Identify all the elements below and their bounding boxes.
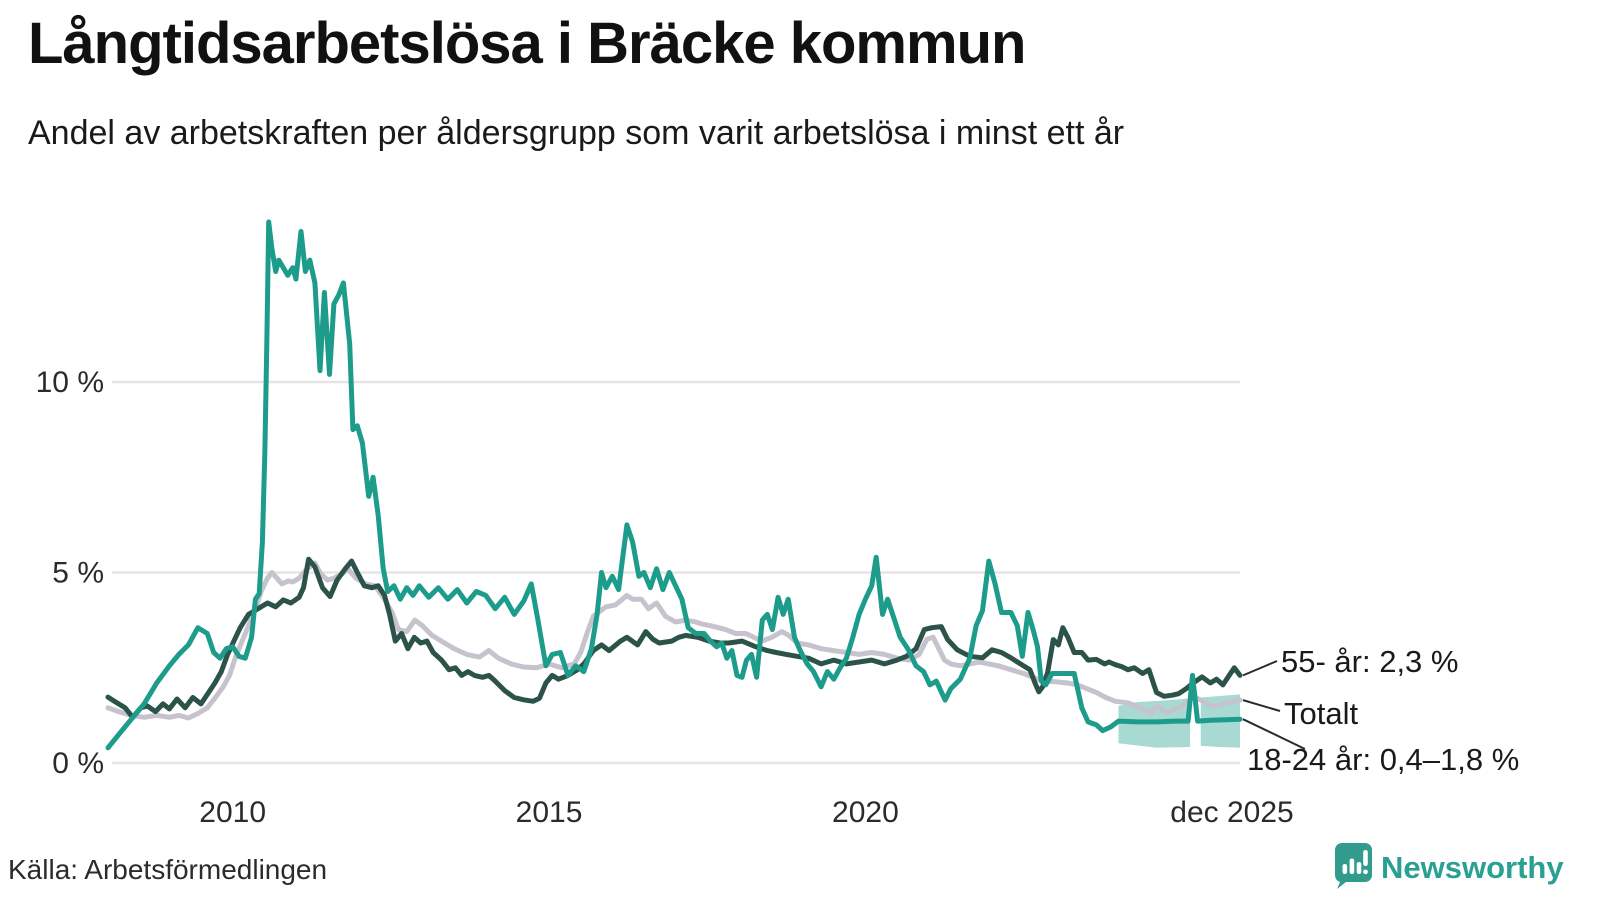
svg-text:0 %: 0 % [52, 747, 104, 780]
svg-text:2020: 2020 [832, 796, 899, 829]
page-subtitle: Andel av arbetskraften per åldersgrupp s… [28, 114, 1125, 152]
svg-text:5 %: 5 % [52, 557, 104, 590]
annotation-18-24-label: 18-24 år: 0,4–1,8 % [1247, 742, 1520, 777]
svg-text:2015: 2015 [516, 796, 583, 829]
svg-text:2010: 2010 [199, 796, 266, 829]
page-title: Långtidsarbetslösa i Bräcke kommun [28, 11, 1026, 76]
svg-text:10 %: 10 % [36, 366, 104, 399]
annotation-55-label: 55- år: 2,3 % [1281, 644, 1459, 679]
svg-text:dec 2025: dec 2025 [1170, 796, 1293, 829]
newsworthy-logo: Newsworthy [1333, 840, 1564, 895]
newsworthy-wordmark: Newsworthy [1381, 849, 1564, 885]
newsworthy-icon [1333, 840, 1373, 895]
annotation-totalt-label: Totalt [1284, 696, 1359, 731]
source-note: Källa: Arbetsförmedlingen [8, 854, 328, 885]
